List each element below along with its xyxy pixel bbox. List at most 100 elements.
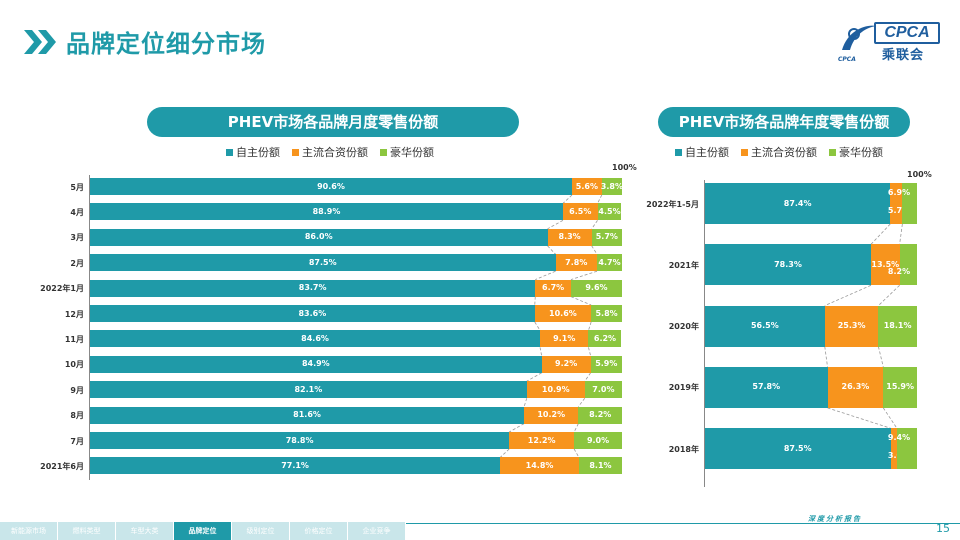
bar-segment [705,366,828,408]
series-connector [562,194,573,204]
bar-segment [541,355,591,373]
series-connector [597,194,603,204]
data-label: 9.0% [586,435,610,445]
bar-segment [705,305,825,347]
data-label: 8.2% [589,410,612,420]
legend-label: 豪华份额 [839,146,883,159]
bar-segment [90,330,541,348]
bar-segment [534,305,592,322]
annual-chart-title: PHEV市场各品牌年度零售份额 [658,107,910,137]
nav-tab[interactable]: 企业竞争 [348,522,406,540]
category-label: 2021年 [668,260,699,270]
bar-segment [90,406,525,424]
bar-segment [90,254,556,272]
legend-item-jv: 主流合资份额 [741,144,817,160]
nav-tab[interactable]: 新能源市场 [0,522,58,540]
bar-segment [878,305,917,347]
legend-item-jv: 主流合资份额 [292,144,368,160]
series-connector [588,321,592,331]
series-connector [878,346,884,367]
category-label: 10月 [64,360,84,370]
data-label: 87.4% [783,198,812,208]
footer-slogan: 深度分析报告 [808,515,862,523]
series-connector [539,347,543,356]
series-connector [591,220,598,230]
data-label: 84.6% [301,333,329,343]
bar-segment [540,330,589,348]
bar-segment [590,355,622,373]
data-label: 78.8% [285,435,314,445]
category-label: 7月 [70,436,84,446]
bar-segment [705,183,891,224]
legend-label: 自主份额 [685,146,729,159]
nav-tab[interactable]: 价格定位 [290,522,348,540]
category-label: 2021年6月 [40,461,84,471]
data-label: 78.3% [774,259,802,269]
category-label: 8月 [70,411,84,421]
data-label: 25.3% [837,321,866,331]
legend-swatch [741,148,748,156]
nav-tab[interactable]: 车型大类 [116,522,174,540]
series-connector [526,372,542,382]
data-label: 9.2% [555,359,578,369]
data-label: 4.5% [598,206,621,216]
legend-item-domestic: 自主份额 [675,144,729,160]
category-label: 3月 [70,233,84,243]
data-label: 18.1% [883,321,912,331]
data-label: 5.9% [595,359,618,369]
series-connector [824,284,872,306]
footer-divider [390,523,960,524]
bar-segment [596,254,622,272]
bar-segment [601,178,622,195]
series-connector [570,270,598,280]
series-connector [584,372,591,382]
data-label: 14.8% [525,460,554,470]
bar-segment [890,428,897,470]
bar-segment [827,366,884,408]
series-connector [827,407,891,429]
bar-segment [90,279,536,297]
series-connector [573,448,580,458]
data-label: 9.1% [553,333,576,343]
data-label: 5.6% [575,181,598,191]
bar-segment [90,228,548,246]
data-label: 83.6% [298,308,327,318]
legend-label: 主流合资份额 [751,146,817,159]
category-axis-line [704,180,705,487]
data-label: 77.1% [281,460,309,470]
data-label: 6.9% [887,188,911,197]
bar-segment [90,305,535,322]
series-connector [870,223,891,245]
nav-tab[interactable]: 品牌定位 [174,522,232,540]
category-label: 2018年 [668,444,699,454]
data-label: 87.5% [783,443,812,453]
series-connector [882,407,898,429]
logo-text: CPCA [874,22,940,44]
series-connector [824,346,828,367]
data-label: 10.2% [537,410,566,420]
legend-label: 自主份额 [236,146,280,159]
legend-swatch [675,148,682,156]
nav-tab[interactable]: 级别定位 [232,522,290,540]
data-label: 57.8% [752,382,781,392]
bar-segment [584,381,622,399]
data-label: 3.8% [600,181,623,191]
nav-tab[interactable]: 燃料类型 [58,522,116,540]
data-label: 7.8% [565,257,588,267]
bar-segment [90,457,501,475]
bar-segment [562,203,598,221]
data-label: 26.3% [841,382,870,392]
annual-legend: 自主份额 主流合资份额 豪华份额 [675,145,883,159]
bar-segment [902,183,917,224]
data-label: 6.5% [569,206,592,216]
logo-sub-text: CPCA [838,56,856,63]
data-label: 83.7% [298,283,327,293]
bar-segment [535,279,571,297]
logo-cn-text: 乘联会 [882,48,925,63]
series-connector [899,223,903,245]
data-label: 8.3% [558,232,581,242]
data-label: 10.6% [549,308,577,318]
bar-segment [591,228,622,246]
monthly-legend: 自主份额 主流合资份额 豪华份额 [226,145,434,159]
bar-segment [899,244,917,286]
